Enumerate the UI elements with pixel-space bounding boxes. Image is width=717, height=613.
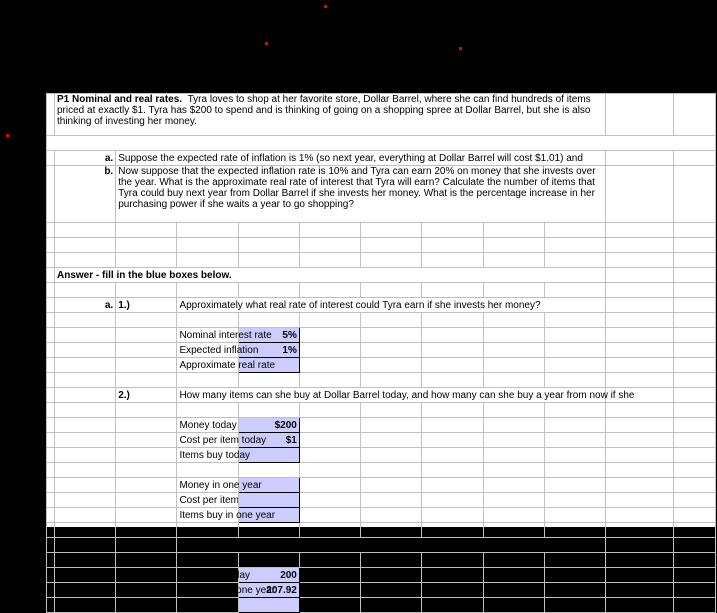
red-dot [324, 5, 327, 8]
a2-num: 2.) [116, 388, 177, 403]
q-a-label: a. [55, 151, 116, 166]
a1-num: 1.) [116, 298, 177, 313]
spreadsheet: P1 Nominal and real rates. Tyra loves to… [46, 93, 716, 527]
q-b-label: b. [55, 166, 116, 223]
a1-label: a. [55, 298, 116, 313]
intro-title: P1 Nominal and real rates. [57, 94, 182, 105]
a3-change-value[interactable] [238, 598, 299, 613]
a3-items-year-label: Items buy in one year [177, 583, 238, 598]
grid: P1 Nominal and real rates. Tyra loves to… [46, 93, 716, 613]
a3-num: 3.) [116, 538, 177, 553]
a3-change-label: Change in purchasing po [177, 598, 238, 613]
a3-items-today-value[interactable]: 200 [238, 568, 299, 583]
cost-year-value[interactable] [238, 493, 299, 508]
a3-items-year-value[interactable]: 207.92 [238, 583, 299, 598]
intro-text: P1 Nominal and real rates. Tyra loves to… [55, 94, 606, 136]
money-today-label: Money today [177, 418, 238, 433]
q-b-text: Now suppose that the expected inflation … [116, 166, 606, 223]
money-year-label: Money in one year [177, 478, 238, 493]
answer-header: Answer - fill in the blue boxes below. [55, 268, 606, 283]
a3-text: What is the percentage increase in Tyra'… [177, 538, 606, 553]
cost-year-label: Cost per item in one year [177, 493, 238, 508]
a3-items-today-label: Items buy today [177, 568, 238, 583]
cost-today-label: Cost per item today [177, 433, 238, 448]
inflation-label: Expected inflation [177, 343, 238, 358]
money-today-value[interactable]: $200 [238, 418, 299, 433]
q-a-text: Suppose the expected rate of inflation i… [116, 151, 606, 166]
red-dot [265, 42, 268, 45]
a1-text: Approximately what real rate of interest… [177, 298, 606, 313]
items-today-label: Items buy today [177, 448, 238, 463]
nominal-label: Nominal interest rate [177, 328, 238, 343]
red-dot [459, 47, 462, 50]
a2-text: How many items can she buy at Dollar Bar… [177, 388, 606, 403]
red-dot [6, 134, 9, 137]
items-year-label: Items buy in one year [177, 508, 238, 523]
real-label: Approximate real rate [177, 358, 238, 373]
